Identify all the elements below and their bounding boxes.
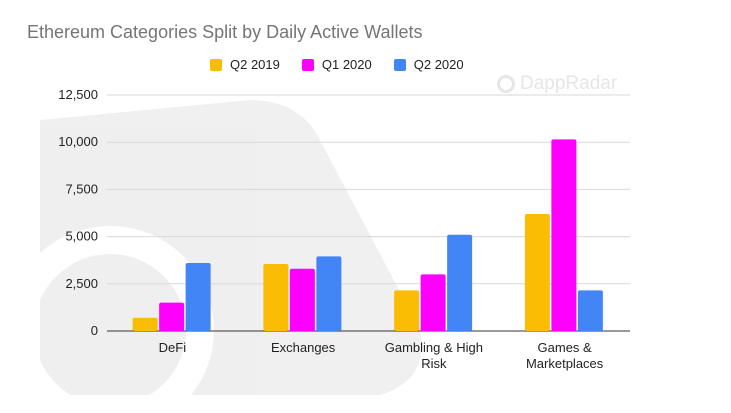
chart-title: Ethereum Categories Split by Daily Activ… [27, 22, 423, 42]
bar-q2-2019-3 [524, 213, 550, 331]
y-tick-label: 7,500 [65, 181, 98, 196]
y-tick-label: 2,500 [65, 276, 98, 291]
bar-q1-2020-0 [159, 302, 185, 331]
bar-q1-2020-3 [551, 139, 577, 331]
dappradar-watermark: DappRadar [497, 73, 617, 95]
x-tick-label: Gambling & High [385, 340, 483, 355]
bar-q2-2019-0 [132, 317, 158, 331]
bar-q1-2020-1 [289, 268, 315, 331]
legend-label: Q2 2020 [413, 57, 464, 72]
legend: Q2 2019 Q1 2020 Q2 2020 [210, 57, 464, 72]
y-tick-label: 0 [91, 323, 98, 338]
bar-q1-2020-2 [420, 274, 446, 331]
dappradar-logo-icon [497, 75, 515, 93]
legend-swatch [393, 58, 406, 71]
bar-q2-2020-3 [577, 290, 603, 331]
legend-item-q2-2019: Q2 2019 [210, 57, 280, 72]
bar-q2-2019-1 [263, 263, 289, 331]
bar-q2-2020-1 [316, 256, 342, 331]
x-tick-label: Games & [538, 340, 593, 355]
bar-q2-2020-0 [185, 263, 211, 331]
y-tick-label: 12,500 [58, 87, 98, 102]
bar-q2-2019-2 [394, 290, 420, 331]
y-tick-label: 10,000 [58, 134, 98, 149]
x-tick-label: DeFi [159, 340, 187, 355]
bar-q2-2020-2 [447, 234, 473, 331]
watermark-text: DappRadar [520, 73, 618, 94]
x-tick-label: Exchanges [271, 340, 336, 355]
x-tick-label: Marketplaces [526, 356, 604, 371]
y-tick-label: 5,000 [65, 229, 98, 244]
legend-item-q1-2020: Q1 2020 [301, 57, 372, 72]
legend-label: Q1 2020 [321, 57, 372, 72]
legend-swatch [301, 58, 314, 71]
legend-swatch [210, 58, 222, 71]
legend-item-q2-2020: Q2 2020 [393, 57, 464, 72]
x-tick-label: Risk [421, 356, 447, 371]
legend-label: Q2 2019 [230, 57, 280, 72]
